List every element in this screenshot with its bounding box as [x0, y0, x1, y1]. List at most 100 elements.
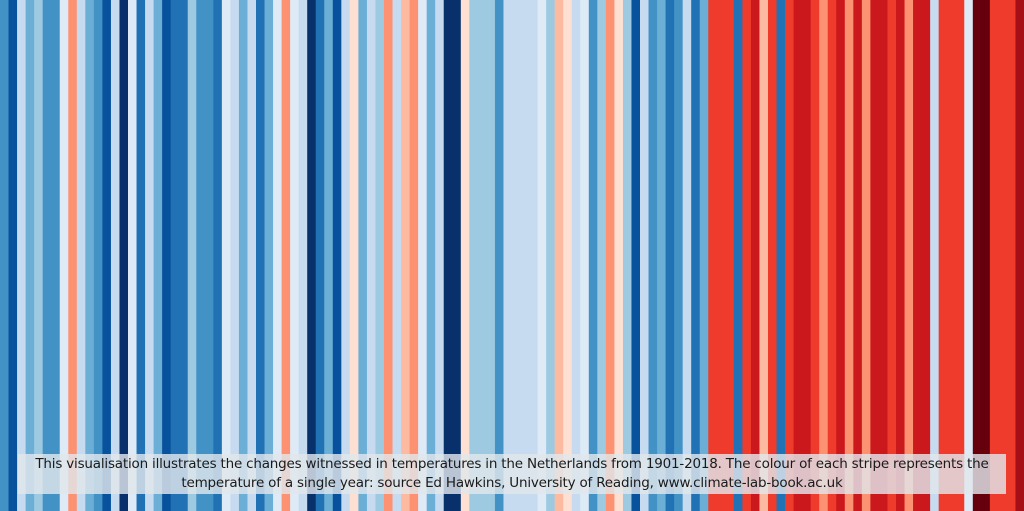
stripe-1978 [657, 0, 667, 511]
stripe-2015 [972, 0, 982, 511]
stripe-1937 [307, 0, 317, 511]
stripe-1920 [162, 0, 172, 511]
stripe-1992 [776, 0, 786, 511]
stripe-1951 [426, 0, 436, 511]
stripe-1907 [51, 0, 61, 511]
stripe-1914 [110, 0, 121, 511]
stripe-1954 [452, 0, 462, 511]
stripe-1945 [375, 0, 385, 511]
stripe-1936 [298, 0, 308, 511]
stripe-1905 [34, 0, 44, 511]
stripe-1956 [469, 0, 479, 511]
stripe-1976 [640, 0, 650, 511]
stripe-1955 [460, 0, 470, 511]
caption-box: This visualisation illustrates the chang… [18, 454, 1006, 494]
stripe-1996 [810, 0, 820, 511]
stripe-1991 [768, 0, 778, 511]
stripe-1938 [315, 0, 325, 511]
caption-line-1: This visualisation illustrates the chang… [35, 456, 989, 472]
stripe-1901 [0, 0, 10, 511]
stripe-1927 [221, 0, 231, 511]
stripe-1998 [827, 0, 837, 511]
stripe-1997 [819, 0, 829, 511]
stripe-1963 [529, 0, 539, 511]
stripe-1915 [119, 0, 129, 511]
stripe-1943 [358, 0, 368, 511]
stripe-1940 [332, 0, 342, 511]
stripe-1934 [281, 0, 291, 511]
caption-line-2: temperature of a single year: source Ed … [181, 475, 843, 491]
stripe-2000 [844, 0, 854, 511]
stripe-2007 [904, 0, 914, 511]
stripe-1939 [324, 0, 334, 511]
stripe-1929 [238, 0, 249, 511]
stripe-1921 [170, 0, 180, 511]
stripe-1919 [153, 0, 163, 511]
stripe-1928 [230, 0, 240, 511]
stripe-1995 [802, 0, 812, 511]
stripe-1958 [486, 0, 496, 511]
stripe-1910 [76, 0, 86, 511]
stripe-1988 [742, 0, 752, 511]
stripe-1980 [674, 0, 684, 511]
stripe-1903 [17, 0, 27, 511]
stripe-1923 [187, 0, 197, 511]
stripe-1985 [716, 0, 726, 511]
stripe-1993 [785, 0, 795, 511]
stripe-1969 [580, 0, 590, 511]
stripe-1977 [648, 0, 658, 511]
stripe-1965 [546, 0, 556, 511]
stripe-2005 [887, 0, 897, 511]
stripe-1982 [691, 0, 701, 511]
stripe-1935 [290, 0, 300, 511]
stripe-1913 [102, 0, 112, 511]
stripe-1924 [196, 0, 206, 511]
stripe-2009 [921, 0, 931, 511]
stripe-1922 [179, 0, 189, 511]
stripe-1942 [349, 0, 359, 511]
stripe-1932 [264, 0, 274, 511]
stripe-2006 [896, 0, 906, 511]
stripe-1967 [563, 0, 573, 511]
stripe-1930 [247, 0, 257, 511]
stripe-1959 [494, 0, 505, 511]
stripe-1917 [136, 0, 146, 511]
stripe-1990 [759, 0, 769, 511]
stripe-1949 [409, 0, 419, 511]
stripe-1912 [93, 0, 103, 511]
stripe-2004 [878, 0, 889, 511]
stripe-1906 [42, 0, 52, 511]
stripe-1983 [699, 0, 709, 511]
stripe-2008 [913, 0, 923, 511]
stripe-1979 [665, 0, 675, 511]
stripe-1926 [213, 0, 223, 511]
stripe-1984 [708, 0, 718, 511]
stripe-1933 [273, 0, 283, 511]
stripe-1925 [204, 0, 214, 511]
stripe-1944 [366, 0, 377, 511]
stripe-1972 [605, 0, 615, 511]
stripe-2010 [930, 0, 940, 511]
stripe-1968 [571, 0, 581, 511]
stripe-1970 [588, 0, 598, 511]
stripe-1908 [59, 0, 69, 511]
stripe-2003 [870, 0, 880, 511]
stripe-1981 [682, 0, 692, 511]
stripe-1975 [631, 0, 641, 511]
stripe-1986 [725, 0, 735, 511]
stripe-1918 [145, 0, 155, 511]
stripe-1904 [25, 0, 35, 511]
stripe-1931 [256, 0, 266, 511]
stripe-2001 [853, 0, 863, 511]
stripe-1987 [733, 0, 743, 511]
stripe-2013 [955, 0, 965, 511]
stripe-1971 [597, 0, 607, 511]
stripe-1989 [750, 0, 761, 511]
stripe-1960 [503, 0, 513, 511]
stripe-2012 [947, 0, 957, 511]
stripe-1999 [836, 0, 846, 511]
stripe-2002 [861, 0, 871, 511]
stripe-1947 [392, 0, 402, 511]
stripe-1911 [85, 0, 95, 511]
